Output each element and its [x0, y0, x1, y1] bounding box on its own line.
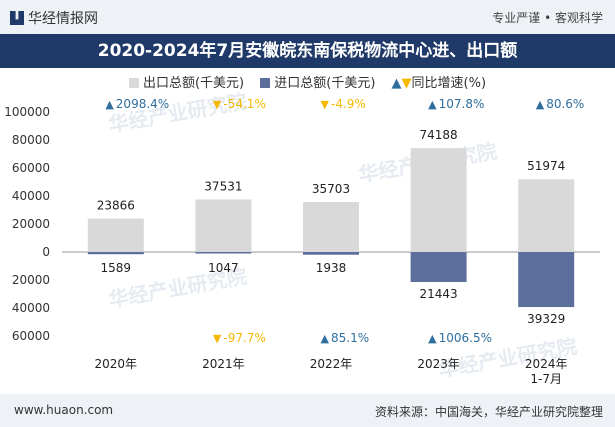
export-bar[interactable] — [87, 218, 144, 252]
legend: 出口总额(千美元) 进口总额(千美元) ▲▼同比增速(%) — [0, 72, 615, 91]
legend-down-triangle-icon: ▼ — [401, 76, 412, 91]
export-bar[interactable] — [303, 202, 359, 252]
chart-title: 2020-2024年7月安徽皖东南保税物流中心进、出口额 — [0, 34, 615, 68]
footer-site-link[interactable]: www.huaon.com — [14, 403, 114, 417]
yoy-import-label: 85.1% — [331, 331, 369, 345]
slogan: 专业严谨 • 客观科学 — [492, 11, 603, 25]
chart-area: 华经产业研究院华经产业研究院华经产业研究院华经产业研究院100000800006… — [4, 92, 600, 386]
down-triangle-icon: ▼ — [321, 98, 330, 111]
export-value-label: 51974 — [527, 159, 565, 173]
down-triangle-icon: ▼ — [213, 98, 222, 111]
x-tick-label: 2023年 — [417, 357, 460, 371]
import-value-label: 39329 — [527, 312, 565, 326]
brand-logo-icon — [10, 11, 24, 25]
x-tick-label: 2021年 — [202, 357, 245, 371]
import-bar[interactable] — [303, 252, 359, 255]
legend-import-swatch — [260, 78, 271, 88]
legend-export: 出口总额(千美元) — [128, 72, 245, 91]
yoy-export-label: 107.8% — [439, 97, 485, 111]
up-triangle-icon: ▲ — [536, 98, 545, 111]
x-tick-label: 2024年 — [525, 357, 568, 371]
down-triangle-icon: ▼ — [213, 332, 222, 345]
import-bar[interactable] — [518, 252, 575, 308]
yoy-export-label: 80.6% — [546, 97, 584, 111]
import-value-label: 1047 — [208, 261, 239, 275]
legend-import: 进口总额(千美元) — [260, 72, 375, 91]
yoy-export-label: 2098.4% — [116, 97, 169, 111]
y-tick-label: 80000 — [12, 133, 50, 147]
y-tick-label: 60000 — [12, 329, 50, 343]
export-value-label: 74188 — [420, 128, 458, 142]
import-value-label: 21443 — [420, 287, 458, 301]
x-tick-label: 2020年 — [95, 357, 138, 371]
import-value-label: 1589 — [101, 261, 132, 275]
y-tick-label: 20000 — [12, 273, 50, 287]
legend-import-label: 进口总额(千美元) — [274, 76, 376, 91]
export-value-label: 37531 — [204, 179, 242, 193]
x-tick-label: 1-7月 — [530, 372, 562, 386]
export-value-label: 23866 — [97, 199, 135, 213]
legend-up-triangle-icon: ▲ — [391, 76, 402, 91]
y-tick-label: 60000 — [12, 161, 50, 175]
export-value-label: 35703 — [312, 182, 350, 196]
legend-yoy: ▲▼同比增速(%) — [392, 72, 487, 91]
yoy-import-label: -97.7% — [223, 331, 265, 345]
up-triangle-icon: ▲ — [105, 98, 114, 111]
footer: www.huaon.com 资料来源：中国海关，华经产业研究院整理 — [0, 394, 615, 427]
legend-export-swatch — [128, 78, 139, 88]
brand-logo[interactable]: 华经情报网 — [10, 8, 98, 28]
yoy-export-label: -54.1% — [223, 97, 265, 111]
top-bar: 华经情报网 专业严谨 • 客观科学 — [0, 0, 615, 34]
export-bar[interactable] — [410, 148, 467, 252]
up-triangle-icon: ▲ — [428, 98, 437, 111]
export-bar[interactable] — [195, 199, 252, 252]
import-bar[interactable] — [195, 252, 252, 254]
x-tick-label: 2022年 — [310, 357, 353, 371]
footer-source: 资料来源：中国海关，华经产业研究院整理 — [374, 405, 603, 419]
y-tick-label: 100000 — [4, 105, 50, 119]
brand-name: 华经情报网 — [28, 11, 98, 27]
import-bar[interactable] — [410, 252, 467, 283]
up-triangle-icon: ▲ — [321, 332, 330, 345]
legend-export-label: 出口总额(千美元) — [142, 76, 245, 91]
export-bar[interactable] — [518, 179, 575, 252]
import-value-label: 1938 — [316, 261, 347, 275]
y-tick-label: 0 — [42, 245, 50, 259]
import-bar[interactable] — [87, 252, 144, 255]
y-tick-label: 40000 — [12, 301, 50, 315]
up-triangle-icon: ▲ — [428, 332, 437, 345]
yoy-export-label: -4.9% — [331, 97, 366, 111]
yoy-import-label: 1006.5% — [439, 331, 492, 345]
y-tick-label: 40000 — [12, 189, 50, 203]
y-tick-label: 20000 — [12, 217, 50, 231]
legend-yoy-label: 同比增速(%) — [411, 76, 487, 91]
